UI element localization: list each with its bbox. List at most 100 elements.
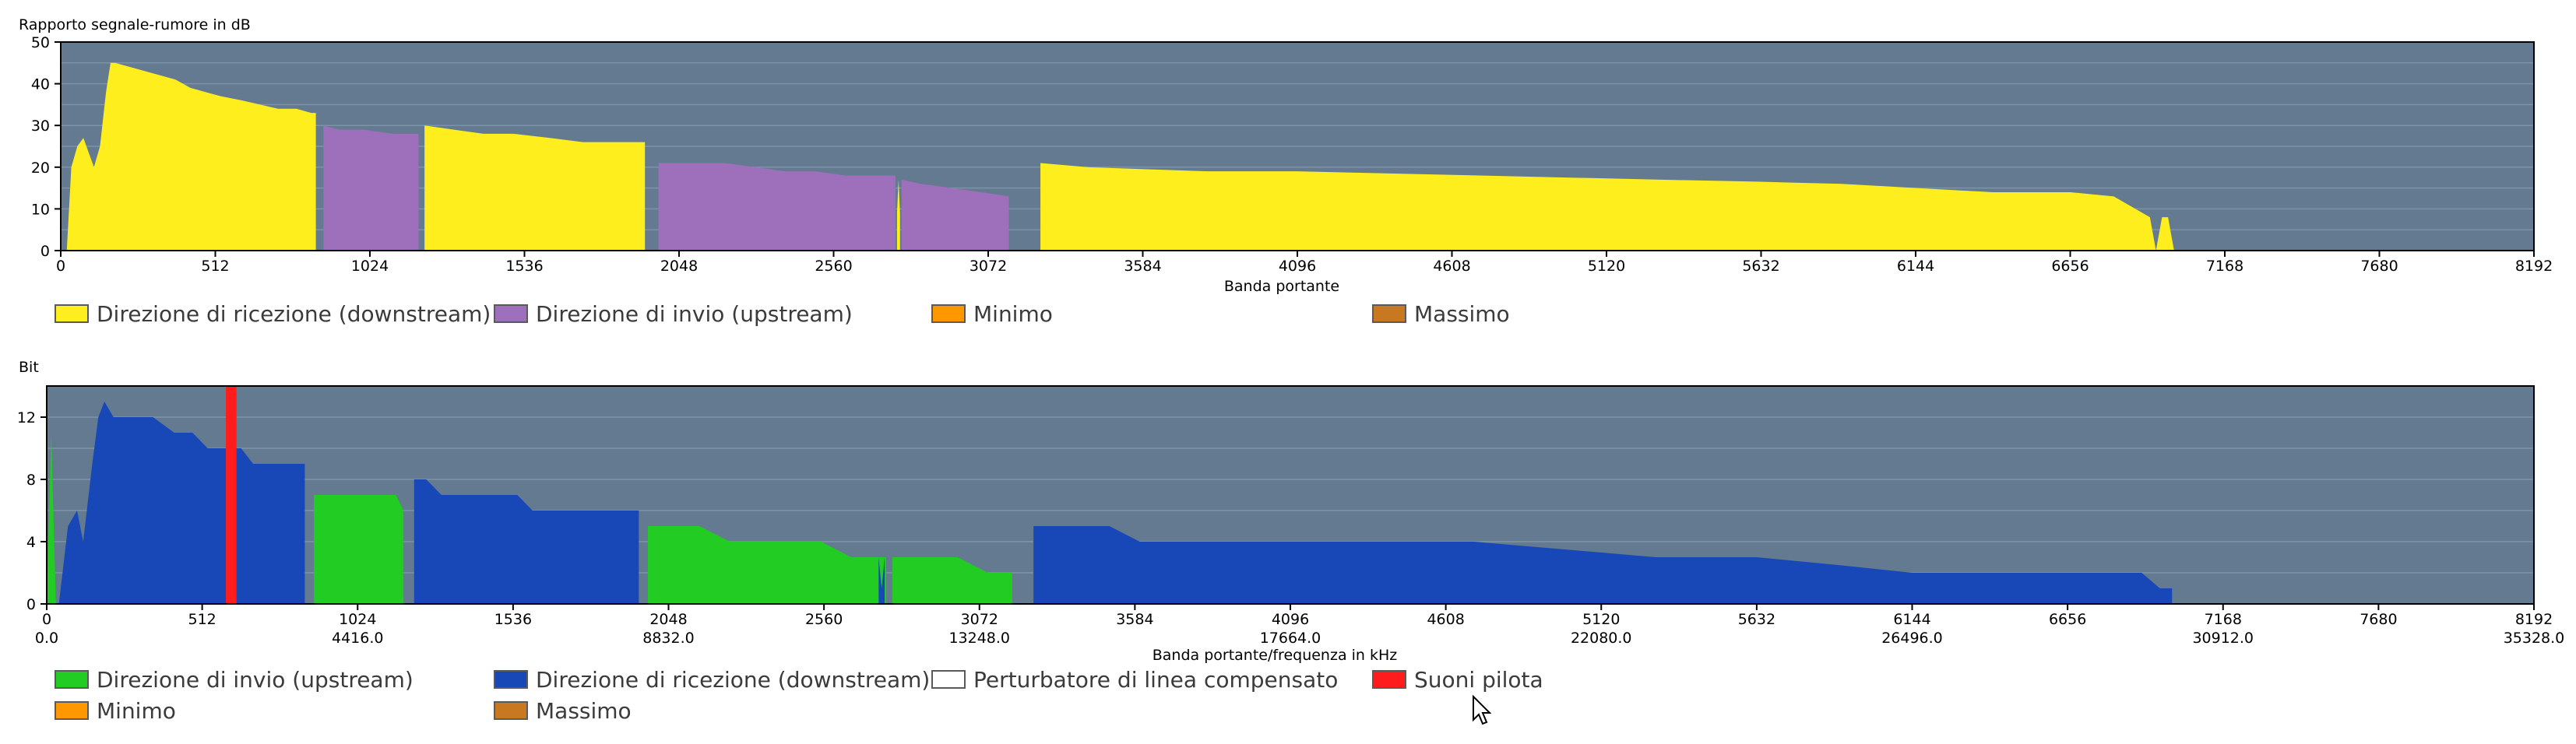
legend-swatch — [55, 701, 89, 720]
legend-item: Direzione di invio (upstream) — [494, 300, 853, 327]
x-tick-label: 3072 — [961, 611, 998, 628]
x-freq-tick-label: 30912.0 — [2192, 630, 2254, 647]
x-tick-label: 6656 — [2051, 258, 2089, 275]
legend-swatch — [55, 670, 89, 689]
x-tick-label: 5120 — [1588, 258, 1625, 275]
chart-title: Rapporto segnale-rumore in dB — [19, 16, 251, 33]
legend-label: Massimo — [1414, 300, 1510, 327]
series-area-1-1 — [413, 479, 639, 604]
series-area-0-3 — [1040, 163, 2174, 251]
series-area-0-0 — [66, 62, 316, 251]
legend-label: Direzione di ricezione (downstream) — [97, 300, 491, 327]
chart-title: Bit — [19, 359, 39, 376]
x-tick-label: 7680 — [2360, 611, 2397, 628]
legend-item: Direzione di ricezione (downstream) — [55, 300, 491, 327]
legend-swatch — [494, 701, 528, 720]
x-tick-label: 3072 — [970, 258, 1007, 275]
legend-swatch — [494, 304, 528, 323]
legend-item: Direzione di ricezione (downstream) — [494, 666, 931, 693]
legend-swatch — [1372, 304, 1406, 323]
y-tick-label: 30 — [31, 118, 50, 135]
x-tick-label: 512 — [201, 258, 229, 275]
y-tick-label: 40 — [31, 76, 50, 93]
x-freq-tick-label: 35328.0 — [2504, 630, 2565, 647]
legend-label: Massimo — [536, 697, 632, 724]
series-area-0-1 — [424, 125, 646, 251]
legend-swatch — [931, 304, 966, 323]
x-tick-label: 0 — [56, 258, 65, 275]
legend-label: Minimo — [973, 300, 1053, 327]
series-area-0-0 — [47, 433, 56, 604]
legend-label: Direzione di ricezione (downstream) — [536, 666, 931, 693]
legend-swatch — [931, 670, 966, 689]
legend-label: Perturbatore di linea compensato — [973, 666, 1339, 693]
legend-item: Minimo — [55, 697, 176, 724]
x-tick-label: 7680 — [2360, 258, 2398, 275]
legend-item: Massimo — [1372, 300, 1510, 327]
x-tick-label: 4608 — [1427, 611, 1464, 628]
x-tick-label: 6144 — [1893, 611, 1930, 628]
y-tick-label: 8 — [26, 472, 36, 489]
y-tick-label: 50 — [31, 34, 50, 51]
x-axis-label: Banda portante — [1224, 278, 1339, 295]
x-tick-label: 0 — [42, 611, 51, 628]
x-tick-label: 1024 — [339, 611, 376, 628]
x-tick-label: 8192 — [2515, 258, 2553, 275]
x-tick-label: 2048 — [649, 611, 687, 628]
x-tick-label: 6656 — [2049, 611, 2086, 628]
x-tick-label: 3584 — [1116, 611, 1153, 628]
x-freq-tick-label: 8832.0 — [642, 630, 694, 647]
x-axis-label: Banda portante/frequenza in kHz — [1153, 647, 1398, 664]
x-freq-tick-label: 17664.0 — [1260, 630, 1321, 647]
x-tick-label: 2560 — [805, 611, 843, 628]
x-tick-label: 4096 — [1272, 611, 1309, 628]
x-freq-tick-label: 0.0 — [35, 630, 58, 647]
x-tick-label: 512 — [188, 611, 216, 628]
x-tick-label: 1536 — [505, 258, 543, 275]
legend-label: Direzione di invio (upstream) — [97, 666, 413, 693]
x-tick-label: 2048 — [660, 258, 698, 275]
x-freq-tick-label: 13248.0 — [948, 630, 1010, 647]
legend-item: Minimo — [931, 300, 1053, 327]
y-tick-label: 20 — [31, 160, 50, 177]
x-tick-label: 5120 — [1582, 611, 1620, 628]
series-area-0-1 — [314, 495, 404, 604]
legend-swatch — [55, 304, 89, 323]
y-tick-label: 12 — [17, 409, 36, 426]
legend-label: Suoni pilota — [1414, 666, 1543, 693]
x-tick-label: 8192 — [2515, 611, 2553, 628]
series-area-0-2 — [896, 179, 900, 251]
x-tick-label: 6144 — [1897, 258, 1934, 275]
x-tick-label: 1536 — [494, 611, 532, 628]
x-tick-label: 2560 — [815, 258, 852, 275]
y-tick-label: 10 — [31, 201, 50, 218]
series-area-1-0 — [323, 125, 419, 251]
legend-item: Direzione di invio (upstream) — [55, 666, 413, 693]
series-area-0-2 — [647, 526, 887, 604]
y-tick-label: 4 — [26, 534, 36, 551]
legend-swatch — [494, 670, 528, 689]
series-area-1-3 — [1033, 526, 2173, 604]
x-tick-label: 7168 — [2206, 258, 2243, 275]
chart-2: Bit 0 512 1024 1536 2048 2560 3072 3584 4096 4608 5… — [17, 359, 2564, 664]
mouse-pointer-icon — [1473, 695, 1492, 725]
chart-1: Rapporto segnale-rumore in dB 0 512 1024 153… — [19, 16, 2553, 295]
x-tick-label: 5632 — [1738, 611, 1775, 628]
series-area-1-0 — [58, 402, 305, 604]
legend-label: Minimo — [97, 697, 176, 724]
pilot-tone-marker — [226, 386, 237, 604]
x-tick-label: 7168 — [2205, 611, 2242, 628]
series-area-1-2 — [901, 179, 1009, 251]
x-tick-label: 5632 — [1742, 258, 1779, 275]
y-tick-label: 0 — [26, 596, 36, 613]
x-tick-label: 4608 — [1433, 258, 1470, 275]
x-tick-label: 1024 — [351, 258, 389, 275]
legend-item: Suoni pilota — [1372, 666, 1543, 693]
y-tick-label: 0 — [40, 243, 50, 260]
x-tick-label: 3584 — [1124, 258, 1161, 275]
series-area-0-3 — [892, 557, 1012, 604]
legend-label: Direzione di invio (upstream) — [536, 300, 853, 327]
x-tick-label: 4096 — [1279, 258, 1316, 275]
x-freq-tick-label: 4416.0 — [332, 630, 383, 647]
